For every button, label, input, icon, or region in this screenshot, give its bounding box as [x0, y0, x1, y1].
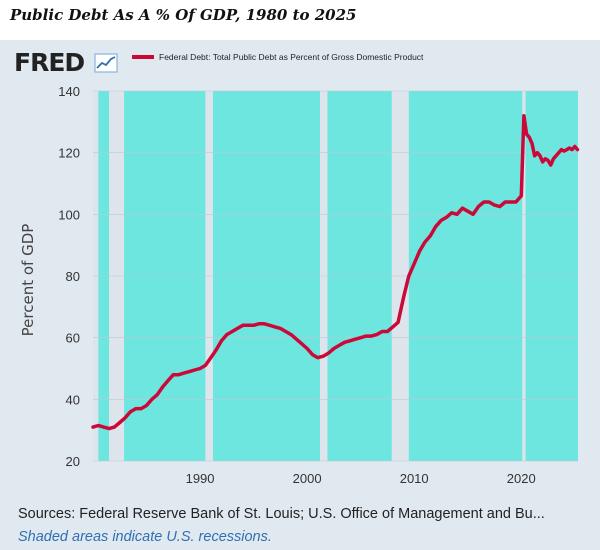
fred-logo-text: FRED: [14, 48, 85, 77]
y-tick-label: 80: [66, 269, 80, 284]
x-tick-label: 2010: [400, 471, 429, 486]
sources-text: Sources: Federal Reserve Bank of St. Lou…: [18, 506, 545, 522]
y-tick-label: 140: [58, 84, 80, 99]
x-tick-label: 2000: [293, 471, 322, 486]
legend-label: Federal Debt: Total Public Debt as Perce…: [159, 52, 424, 62]
line-chart[interactable]: 20 40 60 80 100 120 140 1990 2000 2010 2020 Perce…: [0, 40, 600, 500]
legend-swatch: [132, 55, 154, 59]
fred-logo[interactable]: FRED: [14, 48, 118, 77]
legend: Federal Debt: Total Public Debt as Perce…: [132, 52, 423, 62]
y-axis-title: Percent of GDP: [19, 224, 37, 337]
x-tick-label: 2020: [507, 471, 536, 486]
page-title: Public Debt As A % Of GDP, 1980 to 2025: [10, 6, 357, 24]
y-tick-label: 100: [58, 207, 80, 222]
line-chart-icon: [94, 53, 118, 73]
y-tick-label: 60: [66, 331, 80, 346]
y-tick-label: 20: [66, 454, 80, 469]
recession-note: Shaded areas indicate U.S. recessions.: [18, 529, 272, 545]
y-tick-label: 40: [66, 392, 80, 407]
x-tick-label: 1990: [186, 471, 215, 486]
y-tick-label: 120: [58, 146, 80, 161]
chart-panel: FRED Federal Debt: Total Public Debt as …: [0, 40, 600, 550]
series-line[interactable]: [91, 113, 580, 431]
